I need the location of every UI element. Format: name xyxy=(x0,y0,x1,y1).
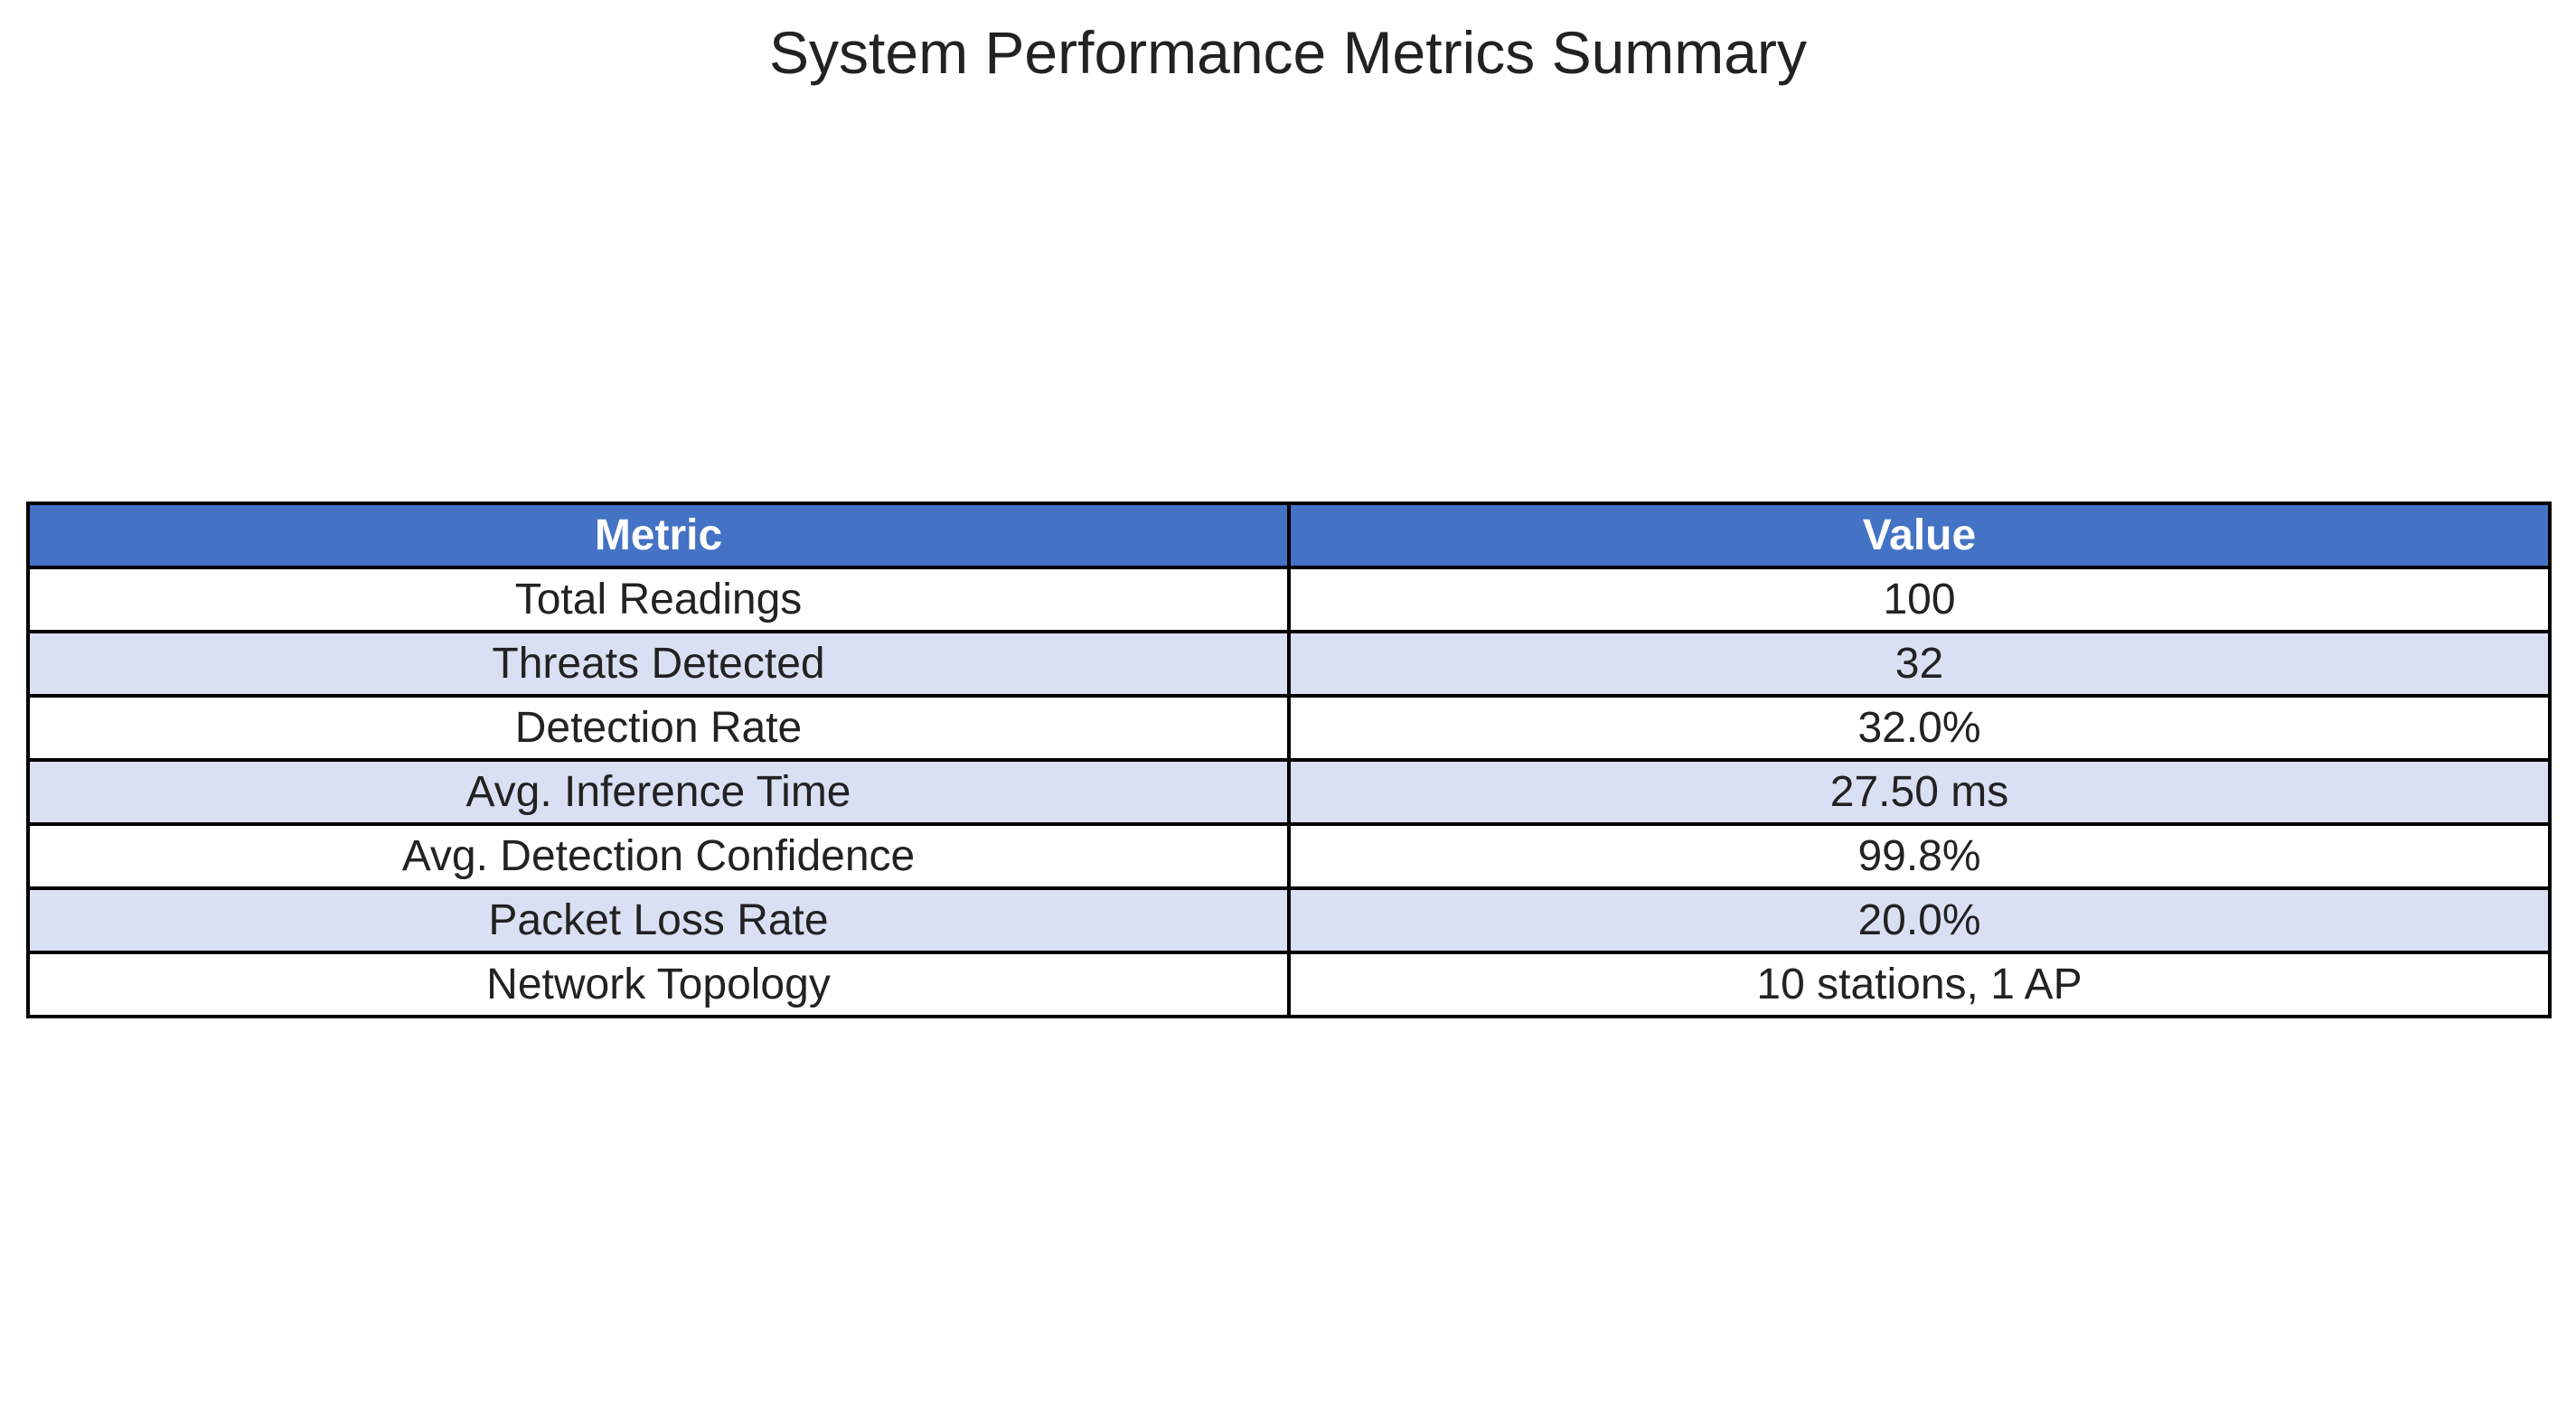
table-row: Total Readings 100 xyxy=(26,566,2552,633)
table-row: Network Topology 10 stations, 1 AP xyxy=(26,951,2552,1018)
cell-metric: Packet Loss Rate xyxy=(26,886,1291,954)
cell-value: 27.50 ms xyxy=(1287,758,2552,826)
cell-value: 20.0% xyxy=(1287,886,2552,954)
header-value: Value xyxy=(1287,502,2552,569)
table-row: Avg. Detection Confidence 99.8% xyxy=(26,822,2552,890)
header-metric: Metric xyxy=(26,502,1291,569)
metrics-table: Metric Value Total Readings 100 Threats … xyxy=(26,502,2552,1018)
chart-title: System Performance Metrics Summary xyxy=(769,19,1807,86)
cell-metric: Total Readings xyxy=(26,566,1291,633)
table-row: Avg. Inference Time 27.50 ms xyxy=(26,758,2552,826)
cell-metric: Detection Rate xyxy=(26,694,1291,762)
cell-value: 32.0% xyxy=(1287,694,2552,762)
cell-metric: Network Topology xyxy=(26,951,1291,1018)
table-row: Threats Detected 32 xyxy=(26,630,2552,698)
table-row: Packet Loss Rate 20.0% xyxy=(26,886,2552,954)
cell-value: 100 xyxy=(1287,566,2552,633)
cell-value: 99.8% xyxy=(1287,822,2552,890)
cell-value: 10 stations, 1 AP xyxy=(1287,951,2552,1018)
cell-metric: Avg. Inference Time xyxy=(26,758,1291,826)
cell-metric: Avg. Detection Confidence xyxy=(26,822,1291,890)
cell-value: 32 xyxy=(1287,630,2552,698)
table-body: Total Readings 100 Threats Detected 32 D… xyxy=(26,566,2552,1018)
table-header-row: Metric Value xyxy=(26,502,2552,569)
cell-metric: Threats Detected xyxy=(26,630,1291,698)
table-row: Detection Rate 32.0% xyxy=(26,694,2552,762)
